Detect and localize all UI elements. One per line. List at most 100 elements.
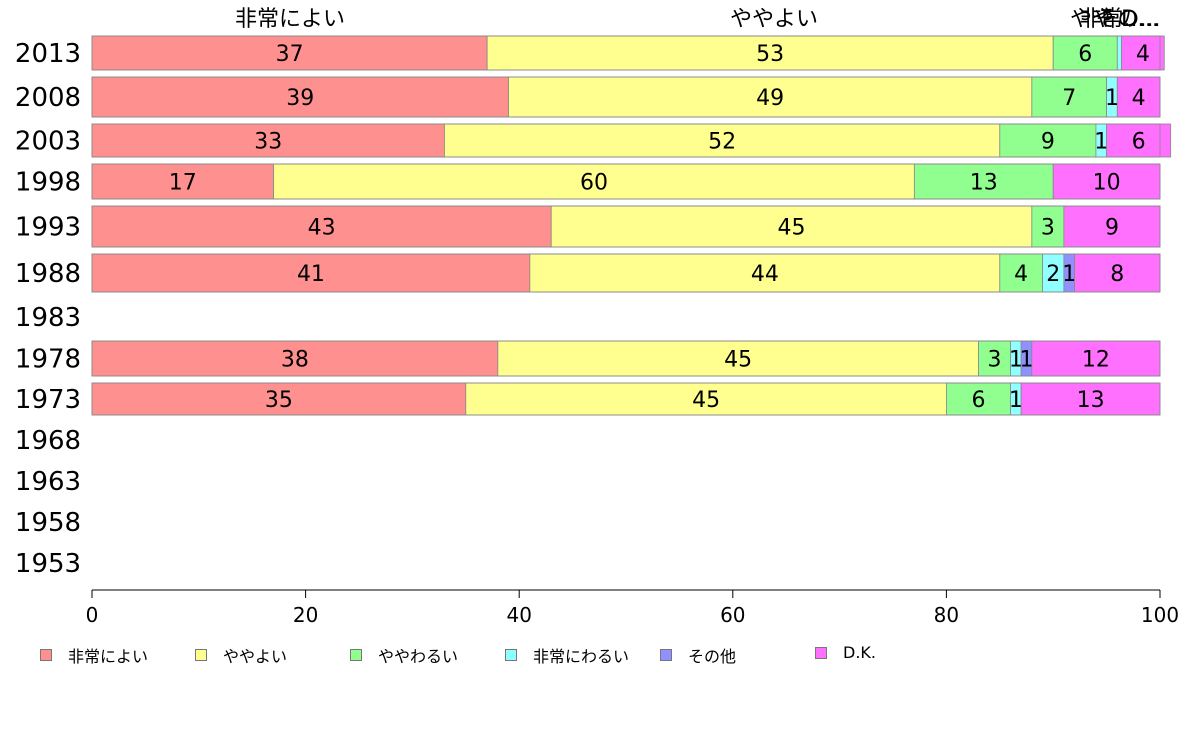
data-label: 1: [1062, 262, 1076, 287]
data-label: 44: [751, 262, 779, 287]
legend-swatch: [660, 649, 672, 661]
data-label: 3: [987, 348, 1001, 373]
legend-swatch: [350, 649, 362, 661]
data-label: 45: [692, 388, 720, 413]
legend-item: 非常によい: [40, 643, 148, 667]
year-tick-label: 1968: [15, 426, 81, 456]
x-tick-label: 80: [934, 603, 959, 627]
top-series-label: その...: [1096, 7, 1161, 32]
data-label: 7: [1062, 86, 1076, 111]
bar-outline: [91, 205, 1161, 248]
legend-item: その他: [660, 643, 736, 667]
data-label: 60: [580, 171, 608, 196]
x-tick-label: 100: [1141, 603, 1179, 627]
data-label: 1: [1105, 86, 1119, 111]
data-label: 12: [1082, 348, 1110, 373]
x-tick-label: 20: [293, 603, 318, 627]
year-tick-label: 1993: [15, 213, 81, 243]
legend-label: D.K.: [843, 643, 876, 662]
bar-segment: [508, 76, 1033, 118]
data-label: 4: [1136, 42, 1150, 67]
data-label: 49: [756, 86, 784, 111]
legend-label: ややよい: [223, 647, 288, 666]
legend-swatch: [40, 649, 52, 661]
bar-segment: [91, 205, 552, 248]
legend-swatch: [815, 646, 827, 659]
legend-item: ややわるい: [350, 643, 458, 667]
bar-segment: [1031, 205, 1065, 248]
data-label: 52: [708, 130, 736, 155]
year-tick-label: 1998: [15, 168, 81, 198]
year-tick-label: 2003: [15, 127, 81, 157]
bar-segment: [1116, 35, 1122, 71]
bar-segment: [91, 123, 445, 158]
top-series-label: やや: [1070, 7, 1114, 32]
bar-outline: [91, 163, 1161, 200]
data-label: 41: [297, 262, 325, 287]
data-label: 6: [1078, 42, 1092, 67]
data-label: 8: [1110, 262, 1124, 287]
legend-item: D.K.: [815, 643, 876, 662]
top-series-label: 非常によい: [235, 7, 345, 32]
data-label: 2: [1046, 262, 1060, 287]
data-label: 37: [276, 42, 304, 67]
data-label: 45: [724, 348, 752, 373]
data-label: 45: [778, 216, 806, 241]
x-tick-label: 0: [86, 603, 99, 627]
x-tick-label: 40: [506, 603, 531, 627]
year-axis-labels: 2013 2008 2003 1998 1993 1988 1983 1978 1973 1968…: [15, 39, 81, 579]
top-series-label: D...: [1121, 7, 1159, 32]
top-series-labels: 非常によい ややよい やや非常...その...D...: [235, 7, 1161, 32]
data-label: 4: [1014, 262, 1028, 287]
data-label: 10: [1093, 171, 1121, 196]
bar-segment: [946, 382, 1011, 416]
bar-outline: [91, 382, 1161, 416]
bar-segment: [529, 253, 1001, 293]
legend-swatch: [195, 649, 207, 661]
bar-segment: [497, 340, 979, 377]
legend-label: その他: [688, 647, 737, 666]
bar-segment: [1031, 76, 1107, 118]
data-label: 35: [265, 388, 293, 413]
legend-label: ややわるい: [378, 647, 459, 666]
bar-segment: [1031, 340, 1161, 377]
data-label: 6: [1132, 130, 1146, 155]
year-tick-label: 1988: [15, 259, 81, 289]
bar-outline: [91, 340, 1161, 377]
legend-item: ややよい: [195, 643, 287, 667]
bar-segment: [91, 76, 509, 118]
bar-segment: [1063, 205, 1161, 248]
year-tick-label: 1958: [15, 508, 81, 538]
data-label: 1: [1094, 130, 1108, 155]
bar-segment: [913, 163, 1054, 200]
data-label: 39: [286, 86, 314, 111]
data-label: 53: [756, 42, 784, 67]
year-tick-label: 1983: [15, 303, 81, 333]
legend-item: 非常にわるい: [505, 643, 629, 667]
top-series-label: ややよい: [730, 7, 818, 32]
legend-label: 非常によい: [68, 647, 149, 666]
year-tick-label: 1973: [15, 385, 81, 415]
x-tick-label: 60: [720, 603, 745, 627]
data-label: 3: [1041, 216, 1055, 241]
legend-label: 非常にわるい: [533, 647, 630, 666]
data-label: 43: [308, 216, 336, 241]
data-label: 1: [1009, 348, 1023, 373]
year-tick-label: 1963: [15, 467, 81, 497]
top-series-label: 非常...: [1080, 7, 1145, 32]
x-axis: 0 20 40 60 80 100: [86, 589, 1179, 627]
bar-outline: [91, 35, 1161, 71]
data-label: 6: [971, 388, 985, 413]
bar-outline: [91, 253, 1161, 293]
data-label: 1: [1009, 388, 1023, 413]
bar-outline: [91, 76, 1161, 118]
bar-segment: [1052, 163, 1161, 200]
legend: 非常によい ややよい ややわるい 非常にわるい その他 D.K.: [40, 643, 1140, 667]
data-label: 38: [281, 348, 309, 373]
data-label: 33: [254, 130, 282, 155]
year-tick-label: 2013: [15, 39, 81, 69]
year-tick-label: 1978: [15, 345, 81, 375]
data-label: 1: [1020, 348, 1034, 373]
